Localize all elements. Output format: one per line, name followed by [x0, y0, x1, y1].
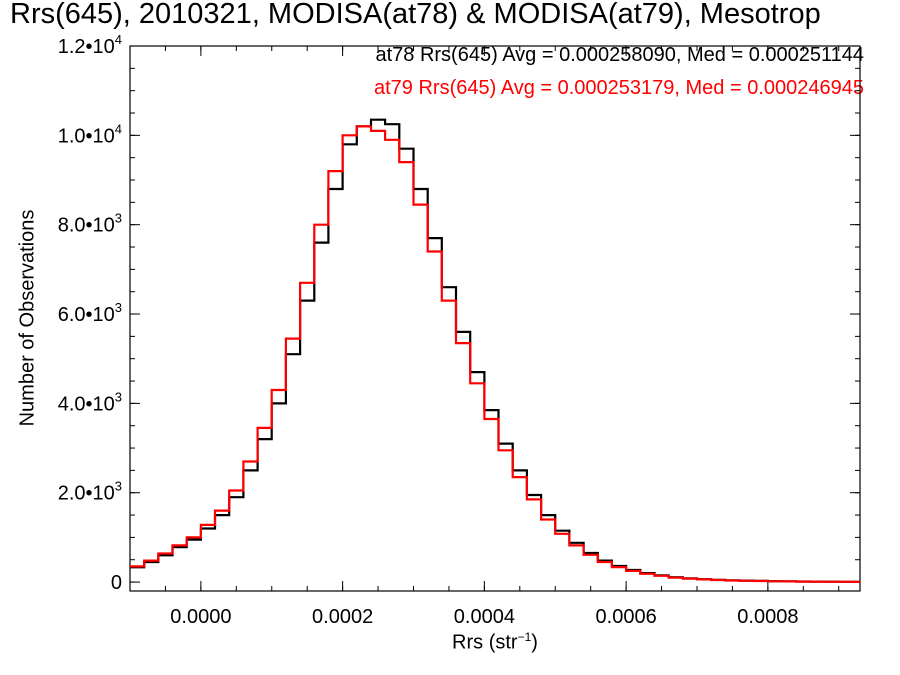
plot-frame — [129, 45, 861, 592]
y-tick-label: 8.0•103 — [58, 211, 122, 237]
x-axis-label-text: Rrs (str — [452, 631, 518, 654]
y-tick-mantissa: 4.0•10 — [58, 393, 115, 415]
y-axis-label: Number of Observations — [16, 209, 39, 427]
y-tick-exponent: 3 — [115, 479, 122, 494]
legend-entry-at79: at79 Rrs(645) Avg = 0.000253179, Med = 0… — [374, 77, 864, 100]
y-tick-label: 2.0•103 — [58, 479, 122, 505]
x-tick-label: 0.0004 — [454, 606, 515, 628]
y-tick-mantissa: 0 — [111, 572, 122, 594]
x-axis-label-exponent: −1 — [517, 630, 532, 644]
y-tick-label: 1.0•104 — [58, 121, 122, 147]
y-tick-exponent: 3 — [115, 211, 122, 226]
y-tick-exponent: 3 — [115, 389, 122, 404]
legend-text-at79: at79 Rrs(645) Avg = 0.000253179, Med = 0… — [373, 77, 864, 99]
y-tick-mantissa: 1.2•10 — [58, 36, 115, 58]
y-tick-exponent: 4 — [115, 32, 122, 47]
x-axis-label: Rrs (str−1) — [0, 630, 900, 655]
series-line-at78 — [130, 118, 860, 583]
series-line-at79 — [130, 125, 860, 583]
y-tick-label: 4.0•103 — [58, 389, 122, 415]
y-tick-exponent: 4 — [115, 121, 122, 136]
y-tick-exponent: 3 — [115, 300, 122, 315]
y-tick-mantissa: 8.0•10 — [58, 215, 115, 237]
x-tick-label: 0.0006 — [596, 606, 657, 628]
legend-text-at78: at78 Rrs(645) Avg = 0.000258090, Med = 0… — [375, 44, 864, 66]
y-tick-mantissa: 2.0•10 — [58, 483, 115, 505]
y-tick-mantissa: 1.0•10 — [58, 125, 115, 147]
y-tick-mantissa: 6.0•10 — [58, 304, 115, 326]
x-tick-label: 0.0002 — [312, 606, 373, 628]
x-tick-label: 0.0000 — [170, 606, 231, 628]
y-tick-label: 0 — [111, 572, 122, 594]
y-tick-label: 6.0•103 — [58, 300, 122, 326]
y-tick-label: 1.2•104 — [58, 32, 122, 58]
x-axis-label-close: ) — [531, 631, 538, 654]
legend-entry-at78: at78 Rrs(645) Avg = 0.000258090, Med = 0… — [375, 44, 864, 67]
x-tick-label: 0.0008 — [737, 606, 798, 628]
chart-title: Rrs(645), 2010321, MODISA(at78) & MODISA… — [10, 0, 821, 30]
